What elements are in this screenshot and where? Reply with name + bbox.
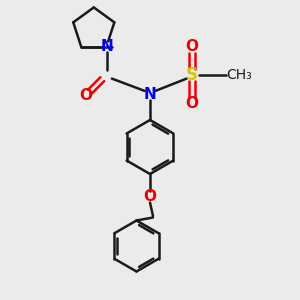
Text: CH₃: CH₃ <box>226 68 252 82</box>
Text: S: S <box>186 66 198 84</box>
Text: N: N <box>100 39 113 54</box>
Text: O: O <box>79 88 92 104</box>
Text: O: O <box>185 96 199 111</box>
Text: O: O <box>143 189 157 204</box>
Text: O: O <box>185 39 199 54</box>
Text: N: N <box>144 87 156 102</box>
